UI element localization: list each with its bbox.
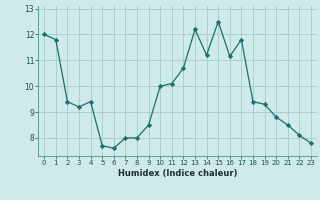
X-axis label: Humidex (Indice chaleur): Humidex (Indice chaleur) [118,169,237,178]
